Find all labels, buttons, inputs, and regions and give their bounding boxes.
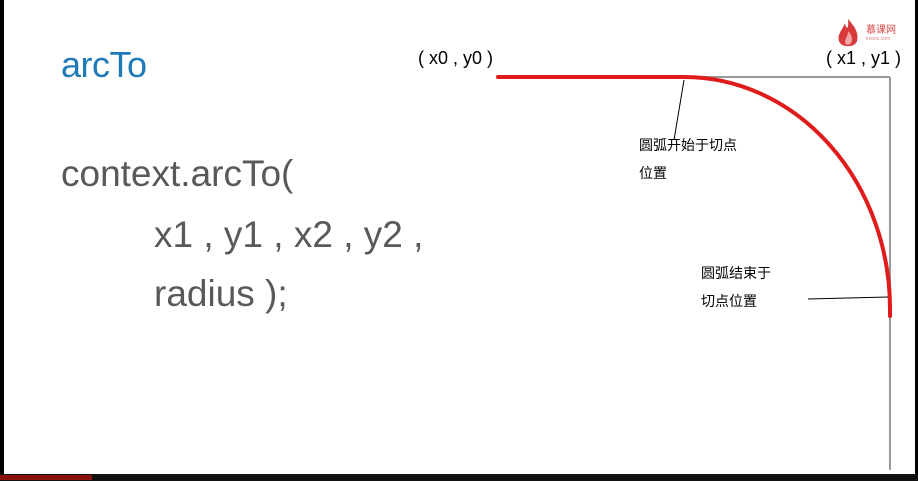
progress-fill: [0, 475, 92, 480]
corner-point-label: ( x1 , y1 ): [826, 48, 902, 68]
arc-start-note-line-2: 位置: [639, 165, 667, 181]
pointer-line-start: [673, 79, 685, 141]
arc-curve: [682, 75, 892, 318]
arc-end-note-line-2: 切点位置: [701, 293, 757, 309]
code-line-1: context.arcTo(: [61, 153, 294, 194]
imooc-logo: [833, 17, 913, 51]
arc-end-note-line-1: 圆弧结束于: [701, 265, 771, 281]
arcto-diagram: [496, 75, 892, 470]
logo-subtext: imooc.com: [866, 36, 891, 42]
video-progress-bar[interactable]: [0, 474, 918, 481]
code-line-2: x1 , y1 , x2 , y2 ,: [154, 214, 424, 255]
pointer-line-end: [807, 296, 889, 300]
arc-start-note: 圆弧开始于切点 位置: [639, 131, 737, 187]
slide: arcTo context.arcTo( x1 , y1 , x2 , y2 ,…: [4, 0, 915, 474]
slide-title: arcTo: [61, 44, 147, 85]
arc-start-note-line-1: 圆弧开始于切点: [639, 137, 737, 153]
logo-text: 慕课网: [866, 25, 896, 36]
code-line-3: radius );: [154, 273, 288, 314]
flame-icon: [838, 19, 858, 47]
arc-end-note: 圆弧结束于 切点位置: [701, 259, 771, 315]
start-point-label: ( x0 , y0 ): [418, 48, 494, 68]
